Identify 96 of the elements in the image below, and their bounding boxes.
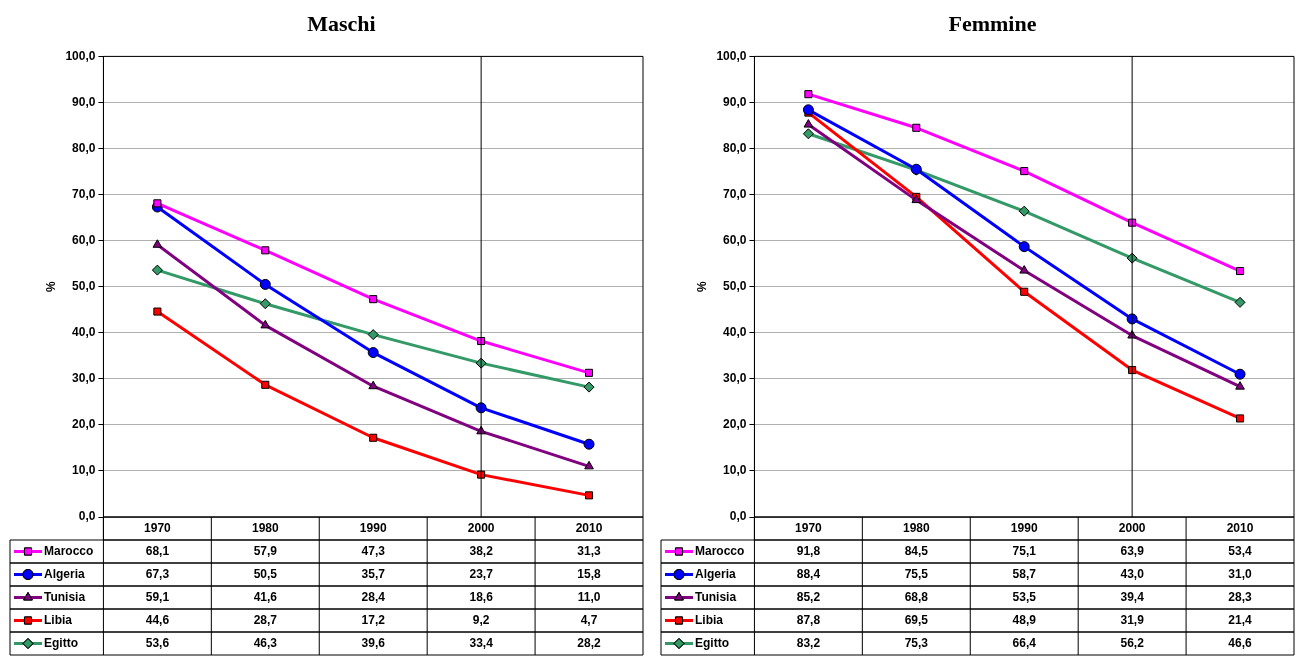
data-label: 59,1 xyxy=(145,589,170,604)
y-tick-label: 30,0 xyxy=(723,371,747,386)
x-tick-label: 2010 xyxy=(575,520,603,535)
y-tick-label: 70,0 xyxy=(723,186,747,201)
y-tick-label: 80,0 xyxy=(72,140,96,155)
y-tick-label: 10,0 xyxy=(72,463,96,478)
data-label: 4,7 xyxy=(580,612,598,627)
data-label: 88,4 xyxy=(796,566,821,581)
x-tick-label: 2000 xyxy=(467,520,495,535)
data-label: 31,3 xyxy=(577,543,602,558)
chart-title: Maschi xyxy=(307,10,376,36)
data-label: 53,4 xyxy=(1228,543,1253,558)
y-tick-label: 70,0 xyxy=(72,186,96,201)
data-label: 75,1 xyxy=(1012,543,1037,558)
data-label: 33,4 xyxy=(469,635,494,650)
x-tick-label: 1990 xyxy=(359,520,387,535)
y-tick-label: 0,0 xyxy=(78,509,96,524)
data-label: 47,3 xyxy=(361,543,386,558)
y-axis-title: % xyxy=(43,281,58,293)
y-tick-label: 0,0 xyxy=(729,509,747,524)
data-label: 9,2 xyxy=(472,612,490,627)
y-tick-label: 10,0 xyxy=(723,463,747,478)
data-label: 28,2 xyxy=(577,635,602,650)
legend-label: Egitto xyxy=(695,635,729,650)
data-label: 68,1 xyxy=(145,543,170,558)
legend-label: Algeria xyxy=(695,566,737,581)
x-tick-label: 1970 xyxy=(795,520,823,535)
y-tick-label: 100,0 xyxy=(65,48,96,63)
x-tick-label: 1970 xyxy=(144,520,172,535)
x-tick-label: 1980 xyxy=(251,520,279,535)
y-tick-label: 90,0 xyxy=(72,94,96,109)
legend-label: Libia xyxy=(44,612,73,627)
y-tick-label: 80,0 xyxy=(723,140,747,155)
data-label: 91,8 xyxy=(796,543,821,558)
data-label: 66,4 xyxy=(1012,635,1037,650)
data-label: 85,2 xyxy=(796,589,821,604)
data-label: 53,5 xyxy=(1012,589,1037,604)
data-label: 46,6 xyxy=(1228,635,1253,650)
x-tick-label: 2010 xyxy=(1226,520,1254,535)
data-label: 11,0 xyxy=(577,589,601,604)
data-label: 38,2 xyxy=(469,543,494,558)
data-label: 31,9 xyxy=(1120,612,1145,627)
legend-label: Tunisia xyxy=(695,589,737,604)
data-label: 15,8 xyxy=(577,566,602,581)
x-tick-label: 2000 xyxy=(1118,520,1146,535)
y-tick-label: 90,0 xyxy=(723,94,747,109)
data-label: 44,6 xyxy=(145,612,170,627)
legend-label: Marocco xyxy=(695,543,745,558)
legend-label: Libia xyxy=(695,612,724,627)
data-label: 83,2 xyxy=(796,635,821,650)
y-axis-title: % xyxy=(694,281,709,293)
y-tick-label: 40,0 xyxy=(72,325,96,340)
x-tick-label: 1990 xyxy=(1010,520,1038,535)
data-label: 39,6 xyxy=(361,635,386,650)
data-label: 28,3 xyxy=(1228,589,1253,604)
data-label: 28,7 xyxy=(253,612,278,627)
data-label: 39,4 xyxy=(1120,589,1145,604)
y-tick-label: 20,0 xyxy=(723,417,747,432)
data-label: 43,0 xyxy=(1120,566,1145,581)
data-label: 75,3 xyxy=(904,635,929,650)
data-label: 57,9 xyxy=(253,543,278,558)
data-label: 87,8 xyxy=(796,612,821,627)
data-label: 48,9 xyxy=(1012,612,1037,627)
x-tick-label: 1980 xyxy=(902,520,930,535)
y-tick-label: 60,0 xyxy=(72,232,96,247)
data-label: 35,7 xyxy=(361,566,386,581)
data-label: 68,8 xyxy=(904,589,929,604)
y-tick-label: 30,0 xyxy=(72,371,96,386)
data-label: 75,5 xyxy=(904,566,929,581)
y-tick-label: 20,0 xyxy=(72,417,96,432)
data-label: 53,6 xyxy=(145,635,170,650)
data-label: 58,7 xyxy=(1012,566,1037,581)
data-label: 69,5 xyxy=(904,612,929,627)
data-label: 18,6 xyxy=(469,589,494,604)
data-label: 21,4 xyxy=(1228,612,1253,627)
legend-label: Tunisia xyxy=(44,589,86,604)
data-label: 63,9 xyxy=(1120,543,1145,558)
data-label: 46,3 xyxy=(253,635,278,650)
data-label: 17,2 xyxy=(361,612,386,627)
data-label: 28,4 xyxy=(361,589,386,604)
legend-label: Marocco xyxy=(44,543,94,558)
legend-label: Algeria xyxy=(44,566,86,581)
y-tick-label: 100,0 xyxy=(716,48,747,63)
data-label: 84,5 xyxy=(904,543,929,558)
data-label: 50,5 xyxy=(253,566,278,581)
y-tick-label: 50,0 xyxy=(723,279,747,294)
chart-title: Femmine xyxy=(948,10,1037,36)
y-tick-label: 50,0 xyxy=(72,279,96,294)
legend-label: Egitto xyxy=(44,635,78,650)
y-tick-label: 40,0 xyxy=(723,325,747,340)
data-label: 23,7 xyxy=(469,566,494,581)
data-label: 41,6 xyxy=(253,589,278,604)
data-label: 31,0 xyxy=(1228,566,1253,581)
data-label: 67,3 xyxy=(145,566,170,581)
y-tick-label: 60,0 xyxy=(723,232,747,247)
data-label: 56,2 xyxy=(1120,635,1145,650)
